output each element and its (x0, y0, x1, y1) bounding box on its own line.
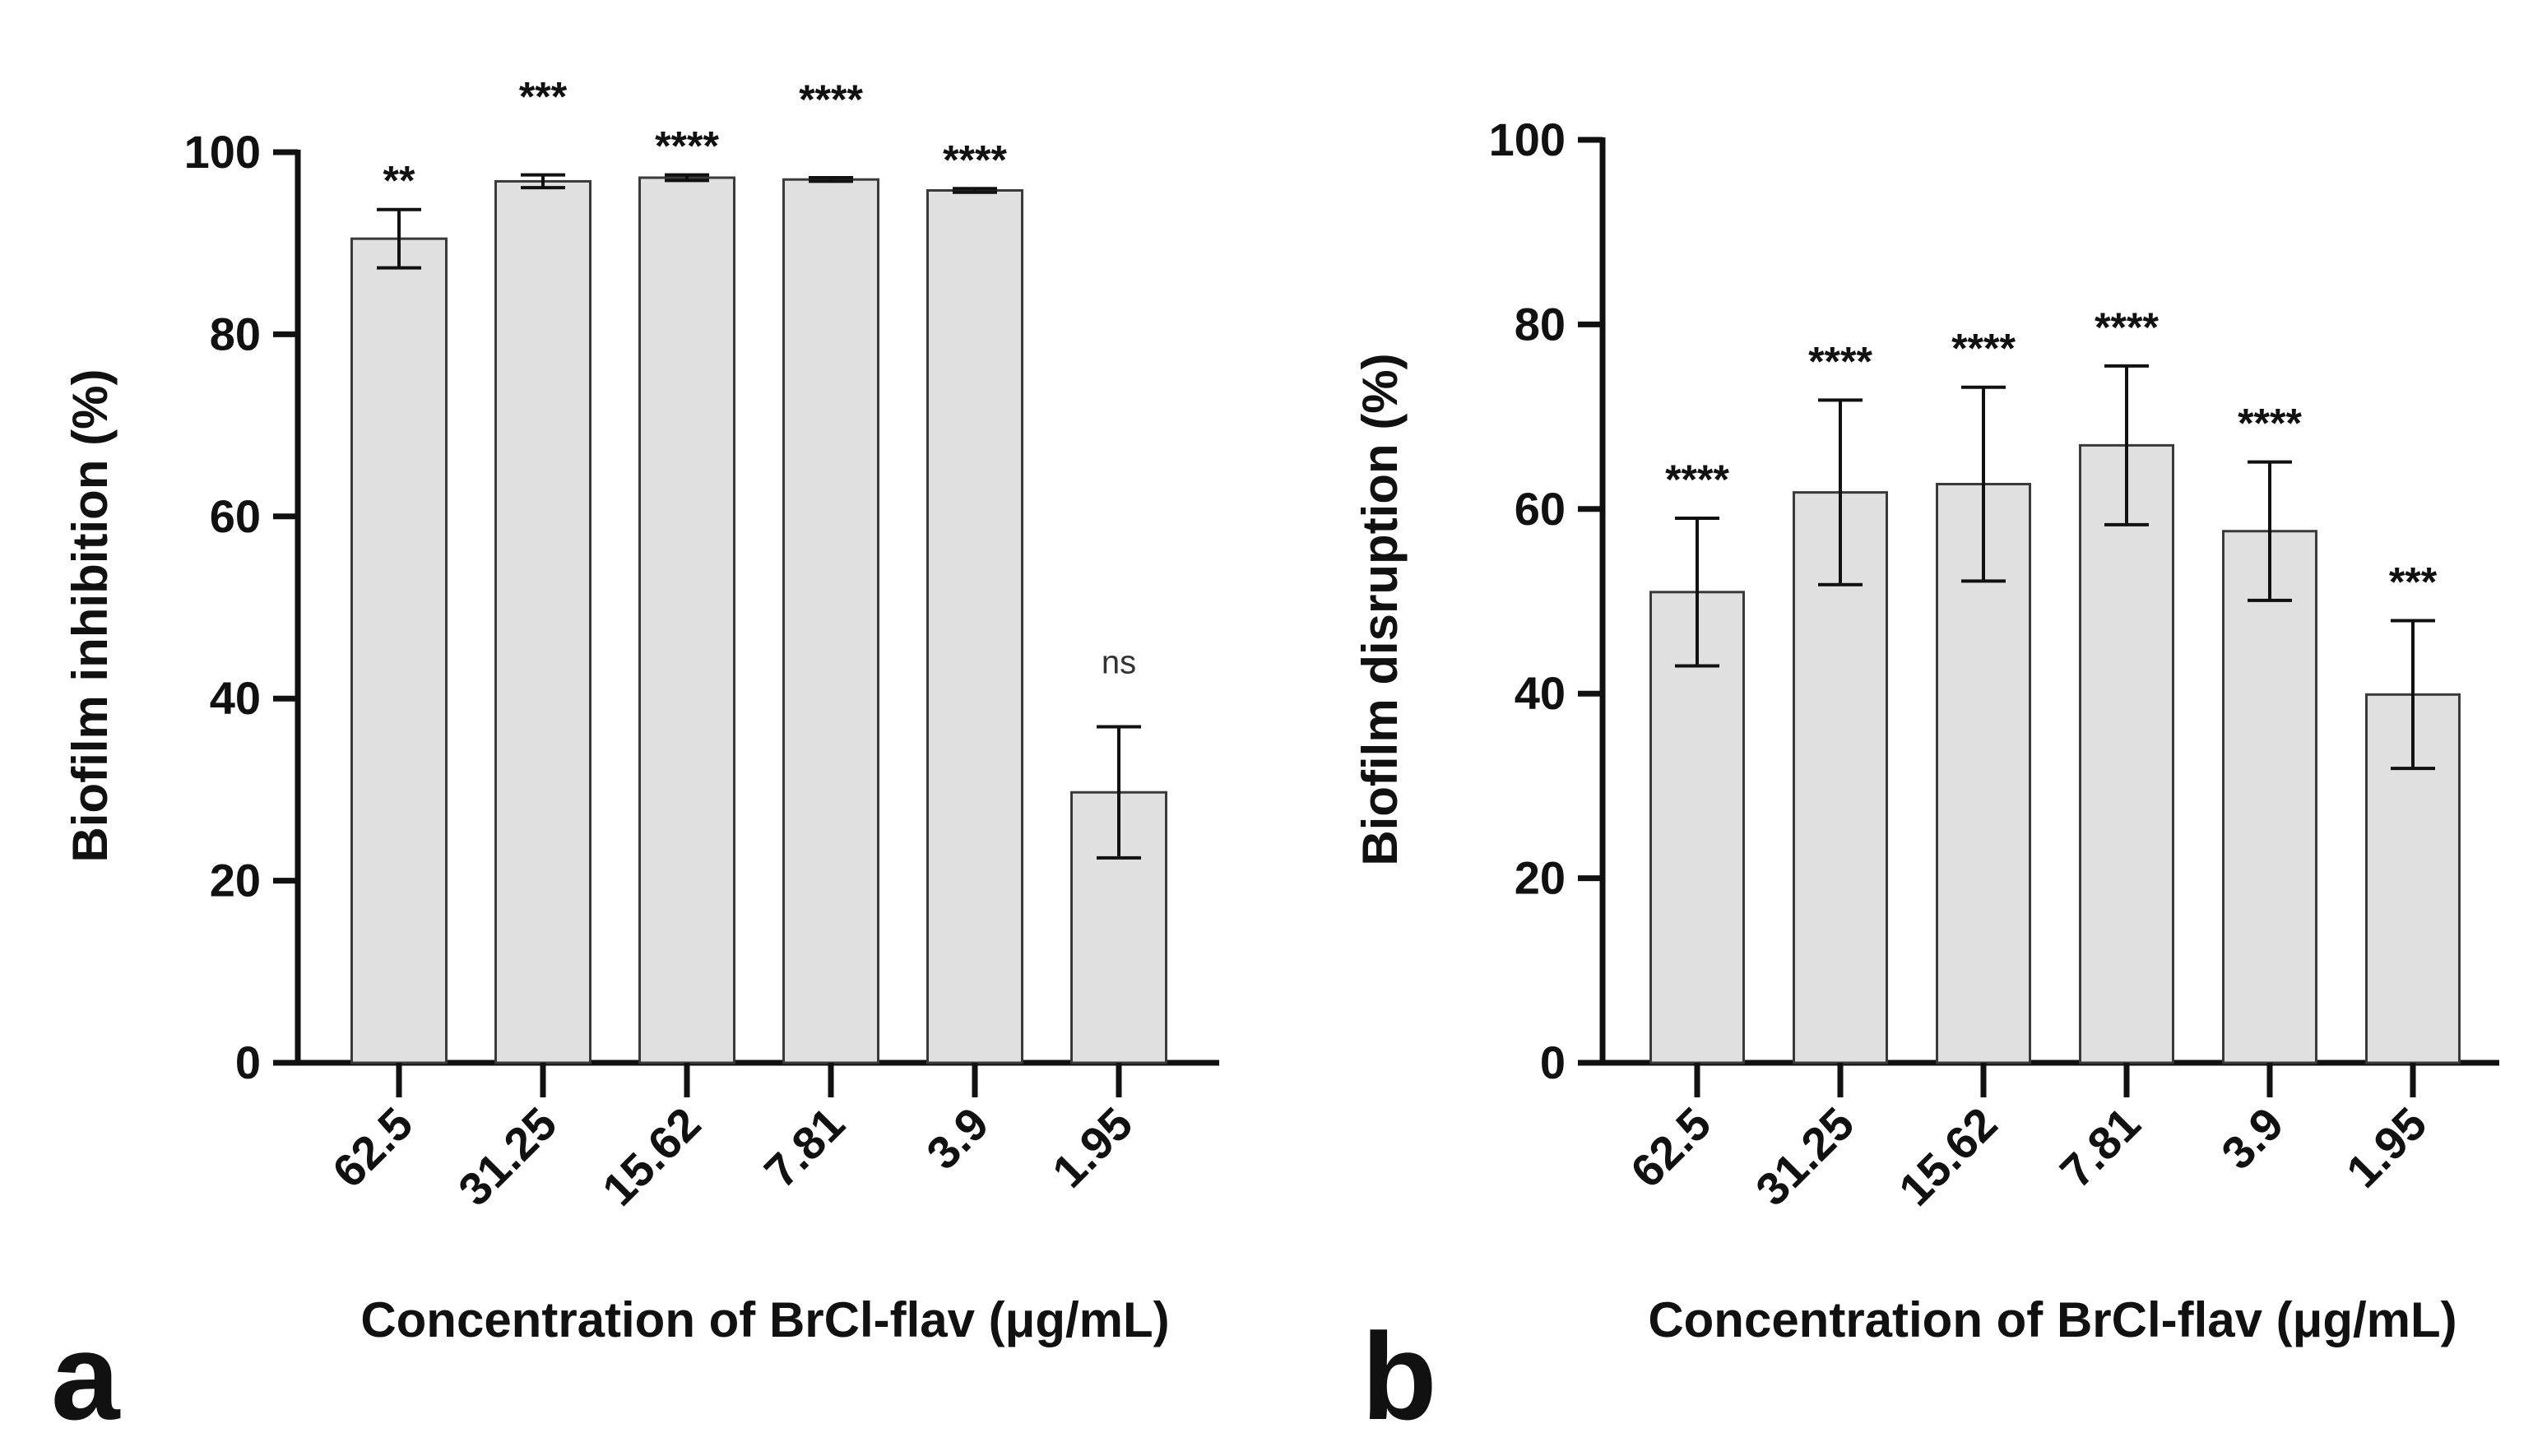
y-axis-title: Biofilm inhibition (%) (63, 369, 118, 863)
panel-letter: b (1362, 1307, 1437, 1445)
x-tick-label: 15.62 (1889, 1097, 2007, 1216)
chart-panel-b: 0 20 40 60 80 100 Biofilm disruption (%) Concen… (1352, 114, 2499, 1445)
significance-label: **** (1808, 338, 1872, 384)
x-tick-label: 62.5 (322, 1097, 423, 1198)
bar (638, 176, 735, 1064)
x-tick-label: 1.95 (2336, 1097, 2437, 1198)
significance-label: **** (2238, 401, 2302, 447)
bar (350, 237, 448, 1064)
x-axis-title: Concentration of BrCl-flav (μg/mL) (360, 1292, 1169, 1347)
significance-label: *** (2389, 559, 2438, 605)
significance-label: **** (943, 137, 1007, 183)
bar (1793, 491, 1888, 1064)
y-tick-label: 0 (1540, 1036, 1566, 1088)
significance-label: *** (519, 74, 568, 120)
y-axis-title: Biofilm disruption (%) (1352, 353, 1408, 865)
significance-label: **** (2095, 304, 2159, 350)
y-tick-label: 80 (1515, 298, 1566, 350)
x-tick-label: 1.95 (1042, 1097, 1143, 1198)
significance-label: ns (1102, 645, 1136, 681)
x-tick-label: 7.81 (754, 1097, 855, 1198)
y-tick-label: 20 (210, 855, 261, 907)
bar (494, 179, 591, 1064)
y-tick-label: 60 (210, 490, 261, 542)
y-tick-label: 100 (184, 126, 261, 178)
y-tick-label: 20 (1515, 852, 1566, 904)
y-tick-label: 40 (210, 672, 261, 724)
bar (1649, 591, 1745, 1064)
bar (1936, 483, 2031, 1064)
bar (782, 178, 879, 1064)
y-tick-label: 0 (235, 1036, 261, 1088)
x-axis-title: Concentration of BrCl-flav (μg/mL) (1648, 1292, 2456, 1347)
significance-label: **** (1951, 326, 2016, 372)
significance-label: **** (1665, 457, 1729, 503)
bar (2079, 443, 2174, 1064)
significance-label: ** (383, 158, 415, 204)
panel-letter: a (51, 1307, 121, 1445)
significance-label: **** (655, 123, 719, 169)
x-tick-label: 3.9 (916, 1097, 999, 1180)
y-tick-label: 40 (1515, 667, 1566, 719)
x-tick-label: 31.25 (1746, 1097, 1864, 1216)
bar (2222, 530, 2317, 1064)
y-tick-label: 60 (1515, 483, 1566, 535)
y-tick-label: 80 (210, 308, 261, 359)
x-tick-label: 15.62 (592, 1097, 711, 1216)
chart-panel-a: 0 20 40 60 80 100 Biofilm inhibition (%) Concen… (51, 74, 1219, 1445)
x-tick-label: 3.9 (2211, 1097, 2294, 1180)
x-tick-label: 7.81 (2050, 1097, 2150, 1198)
significance-label: **** (799, 77, 863, 123)
y-tick-label: 100 (1489, 114, 1566, 165)
bar (926, 188, 1023, 1064)
x-tick-label: 31.25 (448, 1097, 567, 1216)
x-tick-label: 62.5 (1621, 1097, 1721, 1198)
